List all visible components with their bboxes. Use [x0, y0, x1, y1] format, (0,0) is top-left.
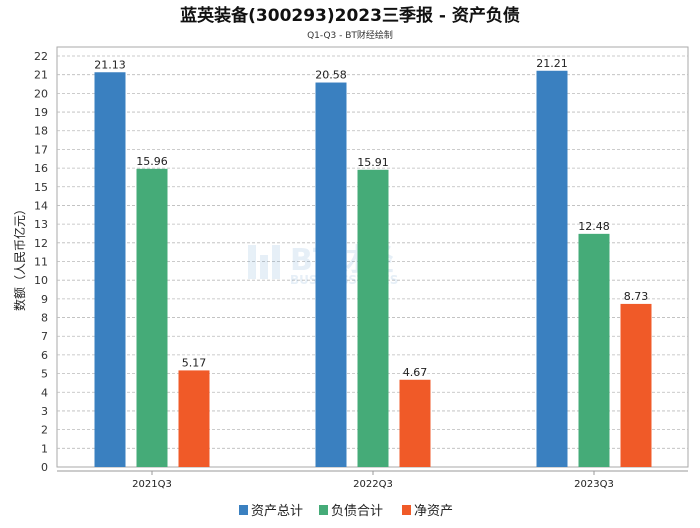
x-tick-label: 2023Q3	[574, 479, 614, 490]
y-tick-label: 9	[41, 293, 48, 306]
chart-subtitle: Q1-Q3 - BT财经绘制	[307, 29, 393, 41]
bars: 21.13 15.96 5.17 20.58 15.91 4.67 21.21 12.48 8.…	[94, 57, 652, 468]
chart-title: 蓝英装备(300293)2023三季报 - 资产负债	[180, 5, 520, 26]
x-tick-label: 2021Q3	[132, 479, 172, 490]
y-tick-label: 12	[34, 237, 48, 250]
bar-2022Q3-0	[315, 82, 347, 467]
y-tick-label: 1	[41, 442, 48, 455]
y-tick-label: 0	[41, 461, 48, 474]
y-tick-label: 5	[41, 368, 48, 381]
data-label: 15.96	[136, 155, 168, 168]
y-tick-label: 7	[41, 330, 48, 343]
y-tick-label: 19	[34, 106, 48, 119]
data-label: 20.58	[315, 69, 347, 82]
y-axis-label: 数额（人民币亿元）	[12, 203, 27, 311]
legend-swatch	[239, 505, 248, 515]
y-tick-label: 10	[34, 274, 48, 287]
bar-2023Q3-0	[536, 70, 568, 467]
legend: 资产总计 负债合计 净资产	[239, 504, 453, 519]
y-tick-label: 17	[34, 143, 48, 156]
data-label: 5.17	[182, 356, 207, 369]
y-tick-label: 16	[34, 162, 48, 175]
y-tick-label: 22	[34, 50, 48, 63]
data-label: 15.91	[357, 156, 389, 169]
legend-label: 资产总计	[251, 504, 303, 519]
legend-label: 负债合计	[331, 504, 383, 519]
y-tick-label: 6	[41, 349, 48, 362]
y-tick-label: 4	[41, 386, 48, 399]
y-tick-label: 11	[34, 256, 48, 269]
y-tick-label: 15	[34, 181, 48, 194]
y-tick-label: 14	[34, 199, 48, 212]
bar-2023Q3-2	[620, 303, 652, 467]
data-label: 8.73	[624, 290, 649, 303]
legend-label: 净资产	[414, 504, 453, 519]
y-tick-label: 3	[41, 405, 48, 418]
data-label: 21.21	[536, 57, 568, 70]
bar-2023Q3-1	[578, 233, 610, 467]
bar-2021Q3-0	[94, 72, 126, 468]
data-label: 4.67	[403, 366, 428, 379]
x-axis: 2021Q3 2022Q3 2023Q3	[132, 471, 614, 490]
y-tick-label: 18	[34, 125, 48, 138]
y-tick-label: 20	[34, 87, 48, 100]
bar-2022Q3-2	[399, 379, 431, 467]
y-tick-label: 13	[34, 218, 48, 231]
legend-swatch	[402, 505, 411, 515]
x-tick-label: 2022Q3	[353, 479, 393, 490]
bar-2021Q3-1	[136, 168, 168, 467]
data-label: 12.48	[578, 220, 610, 233]
y-tick-label: 8	[41, 312, 48, 325]
y-tick-label: 2	[41, 424, 48, 437]
data-label: 21.13	[94, 58, 126, 71]
bar-2022Q3-1	[357, 169, 389, 467]
y-tick-label: 21	[34, 69, 48, 82]
legend-swatch	[319, 505, 328, 515]
bar-2021Q3-2	[178, 370, 210, 467]
